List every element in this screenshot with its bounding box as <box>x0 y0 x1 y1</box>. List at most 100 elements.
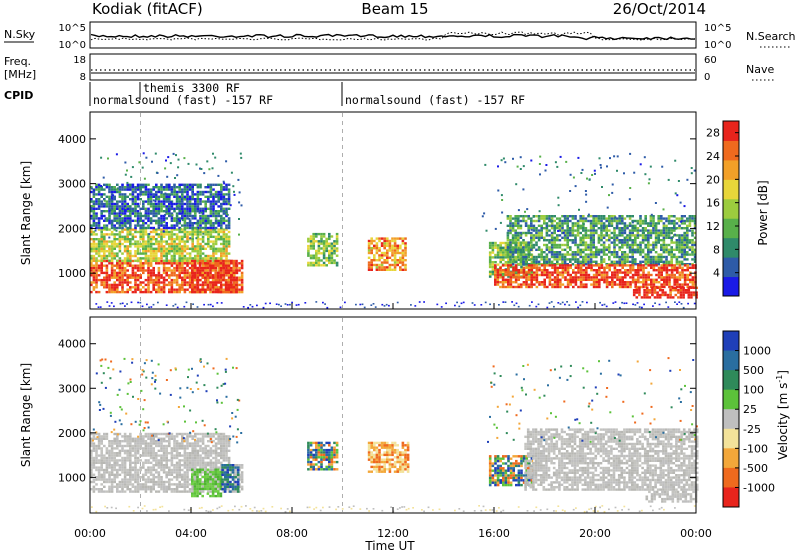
range-gate-cell <box>204 271 207 275</box>
range-gate-cell <box>528 273 531 276</box>
range-gate-cell <box>608 222 611 225</box>
range-gate-cell <box>178 202 181 206</box>
range-gate-cell <box>373 263 376 267</box>
nsky-label: N.Sky <box>4 28 36 41</box>
range-gate-cell <box>375 251 379 255</box>
noise-cell <box>423 301 425 303</box>
range-gate-cell <box>95 250 98 253</box>
range-gate-cell <box>665 243 668 247</box>
range-gate-cell <box>116 485 119 488</box>
range-gate-cell <box>496 278 500 281</box>
range-gate-cell <box>178 264 181 267</box>
range-gate-cell <box>543 264 546 267</box>
range-gate-cell <box>561 227 564 230</box>
range-gate-cell <box>123 247 127 250</box>
range-gate-cell <box>226 213 229 216</box>
range-gate-cell <box>118 224 122 227</box>
range-gate-cell <box>315 256 318 260</box>
range-gate-cell <box>191 240 194 243</box>
range-gate-cell <box>653 289 657 292</box>
range-gate-cell <box>404 247 407 250</box>
range-gate-cell <box>188 283 192 287</box>
range-gate-cell <box>212 235 215 238</box>
range-gate-cell <box>556 217 559 220</box>
range-gate-cell <box>222 252 226 255</box>
noise-cell <box>286 304 289 306</box>
range-gate-cell <box>317 249 321 253</box>
range-gate-cell <box>662 234 666 237</box>
range-gate-cell <box>170 278 174 282</box>
range-gate-cell <box>370 251 373 255</box>
range-gate-cell <box>209 202 213 206</box>
range-gate-cell <box>171 214 174 217</box>
range-gate-cell <box>491 261 495 264</box>
range-gate-cell <box>152 269 155 272</box>
range-gate-cell <box>569 258 572 261</box>
range-gate-cell <box>232 290 236 294</box>
range-gate-cell <box>527 264 531 267</box>
range-gate-cell <box>546 273 549 277</box>
range-gate-cell <box>196 257 200 260</box>
range-gate-cell <box>579 253 582 256</box>
range-gate-cell <box>675 260 679 263</box>
range-gate-cell <box>214 156 217 159</box>
range-gate-cell <box>499 246 502 249</box>
range-gate-cell <box>595 285 598 289</box>
range-gate-cell <box>105 242 109 246</box>
range-gate-cell <box>401 242 405 245</box>
range-gate-cell <box>530 283 533 286</box>
range-gate-cell <box>561 231 564 235</box>
range-gate-cell <box>618 281 622 284</box>
range-gate-cell <box>515 183 518 186</box>
range-gate-cell <box>656 296 659 299</box>
range-gate-cell <box>214 281 217 284</box>
range-gate-cell <box>219 259 223 263</box>
range-gate-cell <box>543 273 546 277</box>
range-gate-cell <box>600 227 603 230</box>
range-gate-cell <box>217 230 220 234</box>
range-gate-cell <box>545 246 549 249</box>
range-gate-cell <box>144 193 148 196</box>
range-gate-cell <box>147 188 150 191</box>
range-gate-cell <box>689 266 692 269</box>
range-gate-cell <box>515 258 518 261</box>
range-gate-cell <box>522 271 526 274</box>
range-gate-cell <box>328 252 331 255</box>
range-gate-cell <box>548 215 551 218</box>
range-gate-cell <box>220 254 223 258</box>
range-gate-cell <box>501 283 505 286</box>
range-gate-cell <box>204 247 207 250</box>
noise-cell <box>440 306 443 308</box>
range-gate-cell <box>105 471 109 474</box>
range-gate-cell <box>335 261 339 265</box>
range-gate-cell <box>399 266 402 269</box>
range-gate-cell <box>217 222 220 225</box>
noise-cell <box>603 303 606 306</box>
range-gate-cell <box>160 214 163 218</box>
range-gate-cell <box>227 235 231 238</box>
range-gate-cell <box>550 253 554 256</box>
range-gate-cell <box>92 464 96 467</box>
noise-cell <box>581 301 584 303</box>
range-gate-cell <box>328 254 331 257</box>
range-gate-cell <box>209 190 213 194</box>
range-gate-cell <box>100 257 103 260</box>
power-colorbar-tick-label: 24 <box>706 150 720 163</box>
range-gate-cell <box>212 193 215 196</box>
range-gate-cell <box>693 251 697 254</box>
range-gate-cell <box>110 242 114 246</box>
range-gate-cell <box>558 222 562 225</box>
range-gate-cell <box>136 288 140 291</box>
range-gate-cell <box>595 248 598 251</box>
range-gate-cell <box>173 210 176 213</box>
range-gate-cell <box>116 188 119 191</box>
range-gate-cell <box>393 261 397 264</box>
range-gate-cell <box>149 188 153 191</box>
range-gate-cell <box>97 488 101 491</box>
range-gate-cell <box>662 248 666 251</box>
range-gate-cell <box>220 222 223 225</box>
range-gate-cell <box>393 266 397 269</box>
range-gate-cell <box>501 199 504 201</box>
range-gate-cell <box>113 476 116 479</box>
range-gate-cell <box>199 222 202 225</box>
